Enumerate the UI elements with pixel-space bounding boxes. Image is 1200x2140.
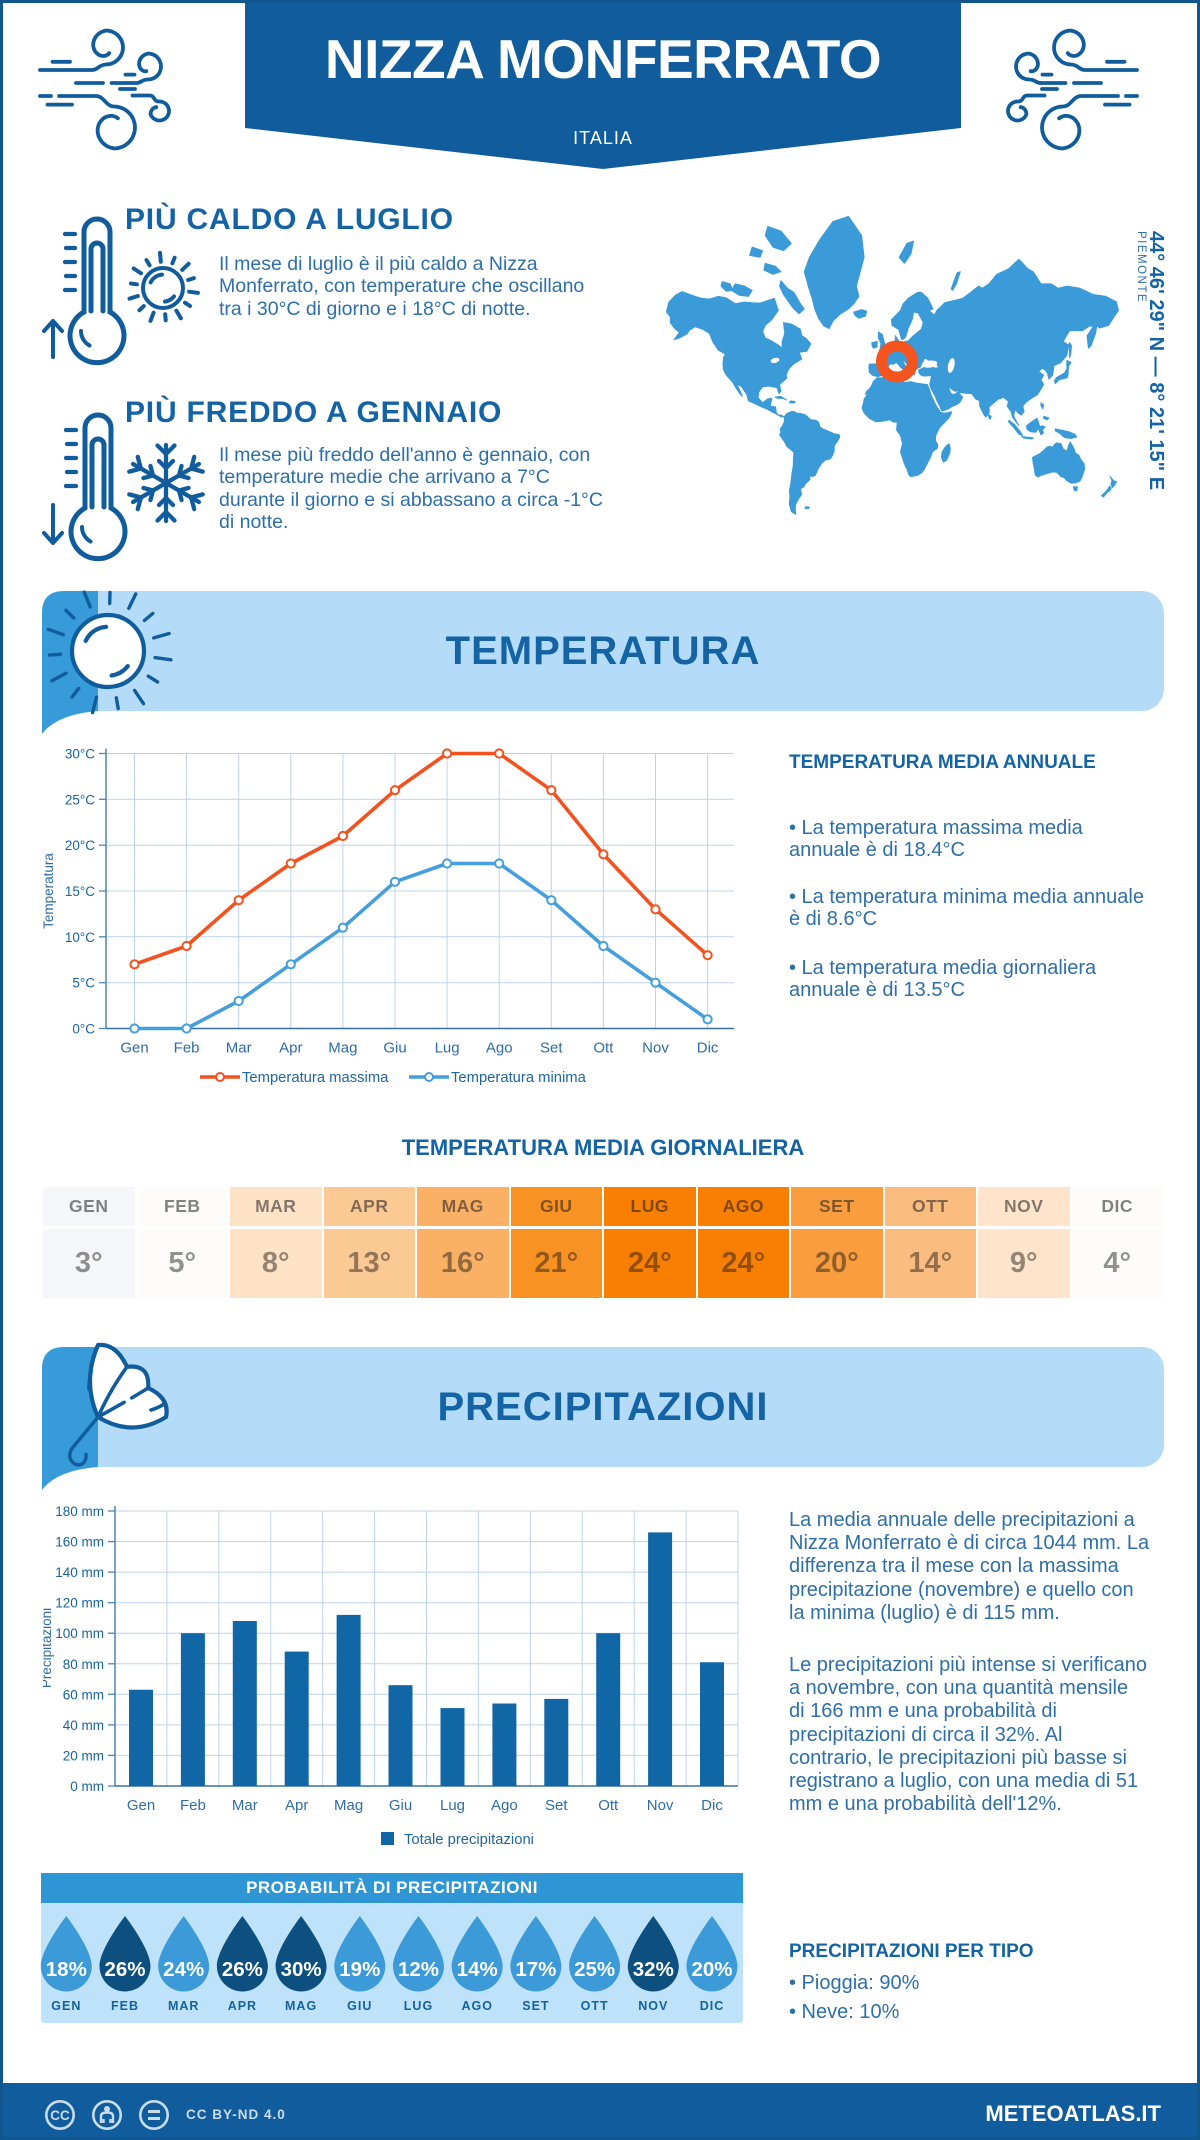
svg-text:Nov: Nov	[647, 1797, 674, 1814]
svg-text:140 mm: 140 mm	[55, 1565, 104, 1580]
svg-text:Feb: Feb	[174, 1040, 200, 1057]
svg-text:Gen: Gen	[120, 1040, 148, 1057]
svg-text:Mar: Mar	[232, 1797, 258, 1814]
svg-text:40 mm: 40 mm	[63, 1718, 104, 1733]
svg-text:20°C: 20°C	[65, 838, 95, 853]
svg-text:Temperatura: Temperatura	[43, 853, 56, 929]
svg-text:Ago: Ago	[486, 1040, 513, 1057]
svg-text:15°C: 15°C	[65, 884, 95, 899]
svg-text:Giu: Giu	[389, 1797, 412, 1814]
svg-text:Lug: Lug	[440, 1797, 465, 1814]
svg-text:Mag: Mag	[334, 1797, 363, 1814]
svg-text:Ago: Ago	[491, 1797, 518, 1814]
svg-text:Set: Set	[540, 1040, 563, 1057]
svg-text:0°C: 0°C	[72, 1022, 95, 1037]
svg-text:160 mm: 160 mm	[55, 1535, 104, 1550]
svg-text:180 mm: 180 mm	[55, 1504, 104, 1519]
svg-text:80 mm: 80 mm	[63, 1657, 104, 1672]
svg-text:0 mm: 0 mm	[70, 1779, 104, 1794]
svg-text:Temperatura massima: Temperatura massima	[242, 1070, 389, 1086]
svg-text:CC: CC	[50, 2108, 70, 2123]
svg-text:Mar: Mar	[226, 1040, 252, 1057]
svg-text:Ott: Ott	[598, 1797, 619, 1814]
svg-text:60 mm: 60 mm	[63, 1687, 104, 1702]
svg-text:Apr: Apr	[285, 1797, 308, 1814]
svg-text:120 mm: 120 mm	[55, 1596, 104, 1611]
svg-text:30°C: 30°C	[65, 747, 95, 762]
svg-text:Apr: Apr	[279, 1040, 302, 1057]
svg-text:Mag: Mag	[328, 1040, 357, 1057]
svg-text:Nov: Nov	[642, 1040, 669, 1057]
svg-text:Lug: Lug	[435, 1040, 460, 1057]
svg-text:Totale precipitazioni: Totale precipitazioni	[404, 1832, 534, 1848]
svg-text:Precipitazioni: Precipitazioni	[43, 1608, 54, 1688]
svg-text:25°C: 25°C	[65, 792, 95, 807]
svg-text:10°C: 10°C	[65, 930, 95, 945]
svg-text:Temperatura minima: Temperatura minima	[451, 1070, 587, 1086]
svg-text:Gen: Gen	[127, 1797, 155, 1814]
svg-text:20 mm: 20 mm	[63, 1748, 104, 1763]
svg-text:5°C: 5°C	[72, 976, 95, 991]
svg-text:100 mm: 100 mm	[55, 1626, 104, 1641]
svg-text:Giu: Giu	[383, 1040, 406, 1057]
svg-text:Dic: Dic	[697, 1040, 719, 1057]
svg-text:Dic: Dic	[701, 1797, 723, 1814]
svg-text:Feb: Feb	[180, 1797, 206, 1814]
svg-text:Set: Set	[545, 1797, 568, 1814]
svg-text:Ott: Ott	[593, 1040, 614, 1057]
